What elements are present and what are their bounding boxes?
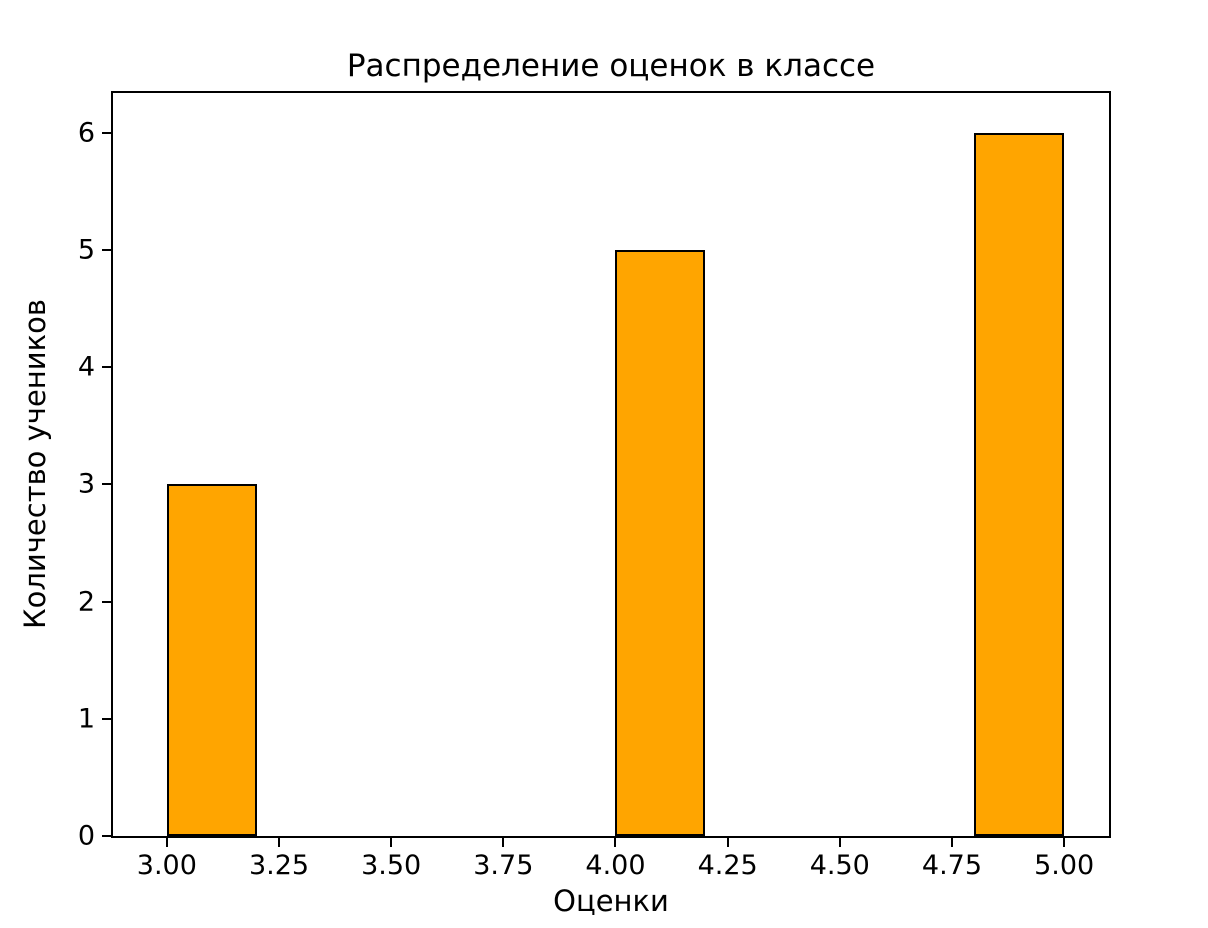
x-tick-label: 3.25 <box>248 850 310 881</box>
y-tick-label: 6 <box>77 117 95 149</box>
x-tick-mark <box>278 838 280 847</box>
y-tick-mark <box>102 835 111 837</box>
x-tick-label: 4.50 <box>809 850 870 881</box>
y-tick-mark <box>102 249 111 252</box>
y-tick-mark <box>102 600 111 603</box>
y-tick-label: 0 <box>77 820 95 852</box>
x-tick-mark <box>726 838 729 847</box>
x-tick-mark <box>390 838 393 847</box>
y-tick-mark <box>102 717 111 720</box>
x-tick-mark <box>838 838 841 847</box>
y-tick-label: 1 <box>77 703 95 735</box>
x-tick-mark <box>1063 838 1066 847</box>
x-tick-label: 3.00 <box>136 850 197 881</box>
x-tick-label: 4.00 <box>585 850 646 881</box>
x-tick-label: 5.00 <box>1034 850 1095 881</box>
y-tick-label: 2 <box>77 586 95 618</box>
x-tick-label: 3.50 <box>361 850 422 881</box>
bar <box>166 484 257 836</box>
y-axis-label: Количество учеников <box>18 299 52 629</box>
x-tick-mark <box>502 838 505 847</box>
y-tick-label: 4 <box>77 351 95 383</box>
y-tick-label: 3 <box>77 468 95 500</box>
x-tick-label: 4.25 <box>697 850 758 881</box>
bar <box>615 250 706 836</box>
x-tick-mark <box>950 838 953 847</box>
plot-area <box>111 91 1111 838</box>
chart-title: Распределение оценок в классе <box>346 48 876 84</box>
x-tick-label: 3.75 <box>473 850 534 881</box>
bar <box>974 132 1065 836</box>
x-axis-label: Оценки <box>553 884 669 918</box>
y-tick-label: 5 <box>77 234 95 266</box>
y-tick-mark <box>102 131 111 134</box>
x-tick-mark <box>614 838 617 847</box>
x-tick-label: 4.75 <box>921 850 983 881</box>
y-tick-mark <box>102 483 111 486</box>
x-tick-mark <box>165 838 168 847</box>
y-tick-mark <box>102 366 111 369</box>
